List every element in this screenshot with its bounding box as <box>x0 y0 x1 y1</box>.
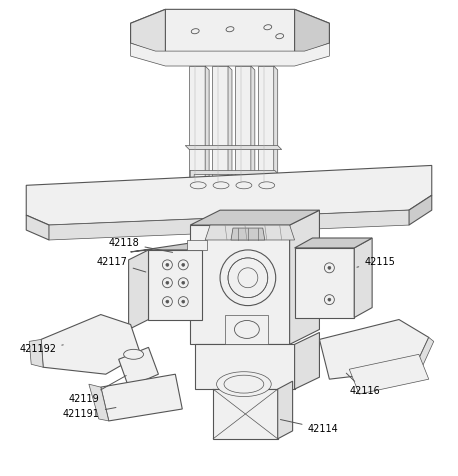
Circle shape <box>182 300 185 303</box>
Text: 42115: 42115 <box>357 257 395 267</box>
Polygon shape <box>26 215 49 240</box>
Polygon shape <box>235 66 251 185</box>
Circle shape <box>166 281 169 284</box>
Polygon shape <box>231 228 265 240</box>
Polygon shape <box>213 389 278 439</box>
Text: 42114: 42114 <box>280 419 338 434</box>
Polygon shape <box>185 146 282 149</box>
Polygon shape <box>289 210 319 344</box>
Polygon shape <box>190 170 279 185</box>
Polygon shape <box>148 250 202 319</box>
Ellipse shape <box>217 372 271 397</box>
Polygon shape <box>278 381 293 439</box>
Text: 42117: 42117 <box>97 257 146 272</box>
Polygon shape <box>294 332 319 389</box>
Polygon shape <box>29 339 43 367</box>
Polygon shape <box>131 43 329 66</box>
Circle shape <box>166 300 169 303</box>
Circle shape <box>182 263 185 267</box>
Polygon shape <box>190 210 319 225</box>
Polygon shape <box>187 240 207 250</box>
Polygon shape <box>294 10 329 56</box>
Ellipse shape <box>259 182 275 189</box>
Polygon shape <box>228 66 232 189</box>
Polygon shape <box>274 66 278 189</box>
Text: 421191: 421191 <box>63 407 116 419</box>
Polygon shape <box>119 347 158 387</box>
Polygon shape <box>225 315 268 344</box>
Ellipse shape <box>190 182 206 189</box>
Polygon shape <box>414 337 434 374</box>
Polygon shape <box>190 225 289 344</box>
Ellipse shape <box>236 182 252 189</box>
Polygon shape <box>354 238 372 317</box>
Polygon shape <box>26 166 432 225</box>
Circle shape <box>182 281 185 284</box>
Polygon shape <box>131 10 165 56</box>
Polygon shape <box>101 374 182 421</box>
Polygon shape <box>41 315 141 374</box>
Text: 42119: 42119 <box>69 376 126 404</box>
Circle shape <box>220 250 276 306</box>
Polygon shape <box>89 384 109 421</box>
Polygon shape <box>319 319 429 379</box>
Polygon shape <box>294 248 354 317</box>
Polygon shape <box>131 242 202 252</box>
Circle shape <box>328 267 331 269</box>
Polygon shape <box>49 210 409 240</box>
Text: 42118: 42118 <box>109 238 173 252</box>
Text: 42116: 42116 <box>346 373 380 396</box>
Polygon shape <box>129 250 148 329</box>
Polygon shape <box>205 225 294 240</box>
Text: 421192: 421192 <box>19 344 63 354</box>
Polygon shape <box>258 66 274 185</box>
Polygon shape <box>189 66 205 185</box>
Ellipse shape <box>213 182 229 189</box>
Ellipse shape <box>124 349 143 359</box>
Polygon shape <box>349 354 429 394</box>
Polygon shape <box>294 238 372 248</box>
Polygon shape <box>195 344 294 389</box>
Circle shape <box>328 298 331 301</box>
Polygon shape <box>212 66 228 185</box>
Polygon shape <box>251 66 255 189</box>
Polygon shape <box>205 66 209 189</box>
Circle shape <box>166 263 169 267</box>
Polygon shape <box>131 10 329 56</box>
Polygon shape <box>409 195 432 225</box>
